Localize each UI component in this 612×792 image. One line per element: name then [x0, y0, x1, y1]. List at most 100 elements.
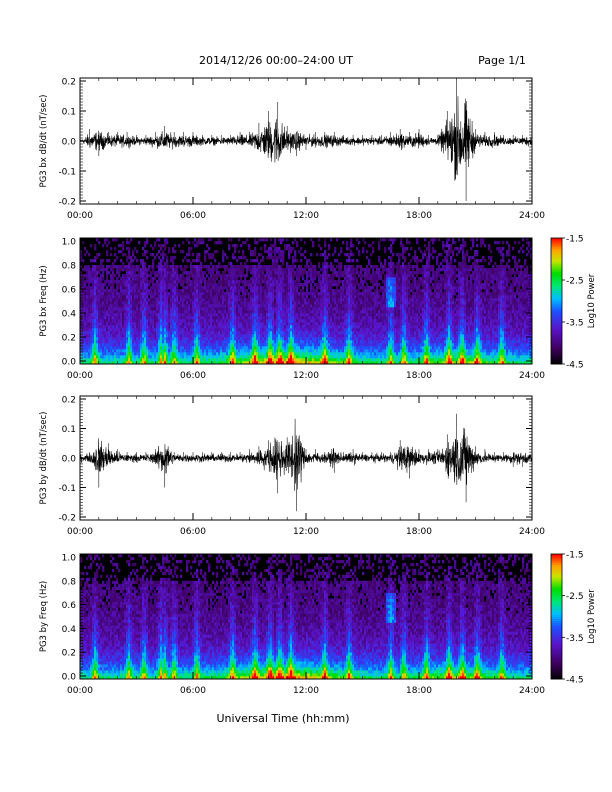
heatmap-cell [238, 346, 241, 350]
heatmap-cell [320, 355, 323, 359]
heatmap-cell [108, 325, 111, 329]
heatmap-cell [236, 301, 239, 305]
heatmap-cell [218, 331, 221, 335]
heatmap-cell [340, 271, 343, 275]
heatmap-cell [308, 322, 311, 326]
heatmap-cell [232, 313, 235, 317]
heatmap-cell [192, 301, 195, 305]
heatmap-cell [172, 268, 175, 272]
heatmap-cell [310, 316, 313, 320]
heatmap-cell [338, 262, 341, 266]
heatmap-cell [258, 268, 261, 272]
heatmap-cell [208, 361, 211, 365]
heatmap-cell [346, 271, 349, 275]
heatmap-cell [262, 352, 265, 356]
heatmap-cell [280, 259, 283, 263]
heatmap-cell [236, 274, 239, 278]
heatmap-cell [142, 319, 145, 323]
heatmap-cell [174, 256, 177, 260]
heatmap-cell [182, 304, 185, 308]
heatmap-cell [82, 340, 85, 344]
heatmap-cell [182, 322, 185, 326]
heatmap-cell [274, 355, 277, 359]
heatmap-cell [166, 286, 169, 290]
heatmap-cell [224, 361, 227, 365]
heatmap-cell [134, 361, 137, 365]
heatmap-cell [316, 337, 319, 341]
heatmap-cell [154, 355, 157, 359]
heatmap-cell [270, 292, 273, 296]
heatmap-cell [320, 316, 323, 320]
heatmap-cell [144, 262, 147, 266]
heatmap-cell [250, 358, 253, 362]
heatmap-cell [348, 256, 351, 260]
heatmap-cell [278, 331, 281, 335]
heatmap-cell [192, 352, 195, 356]
heatmap-cell [332, 310, 335, 314]
heatmap-cell [246, 304, 249, 308]
heatmap-cell [168, 355, 171, 359]
heatmap-cell [132, 349, 135, 353]
heatmap-cell [114, 337, 117, 341]
heatmap-cell [280, 361, 283, 365]
heatmap-cell [334, 343, 337, 347]
heatmap-cell [90, 313, 93, 317]
heatmap-cell [120, 334, 123, 338]
heatmap-cell [216, 283, 219, 287]
heatmap-cell [292, 256, 295, 260]
heatmap-cell [82, 280, 85, 284]
heatmap-cell [286, 280, 289, 284]
heatmap-cell [158, 310, 161, 314]
heatmap-cell [260, 292, 263, 296]
heatmap-cell [246, 337, 249, 341]
heatmap-cell [198, 361, 201, 365]
heatmap-cell [128, 298, 131, 302]
heatmap-cell [94, 331, 97, 335]
heatmap-cell [158, 256, 161, 260]
heatmap-cell [132, 298, 135, 302]
heatmap-cell [198, 298, 201, 302]
heatmap-cell [348, 271, 351, 275]
heatmap-cell [96, 343, 99, 347]
heatmap-cell [256, 256, 259, 260]
heatmap-cell [110, 277, 113, 281]
heatmap-cell [140, 325, 143, 329]
heatmap-cell [302, 340, 305, 344]
heatmap-cell [162, 319, 165, 323]
heatmap-cell [312, 268, 315, 272]
heatmap-cell [238, 238, 241, 242]
heatmap-cell [128, 286, 131, 290]
heatmap-cell [130, 313, 133, 317]
heatmap-cell [176, 313, 179, 317]
heatmap-cell [304, 319, 307, 323]
heatmap-cell [154, 358, 157, 362]
heatmap-cell [198, 277, 201, 281]
heatmap-cell [344, 346, 347, 350]
heatmap-cell [272, 268, 275, 272]
heatmap-cell [242, 319, 245, 323]
heatmap-cell [162, 283, 165, 287]
heatmap-cell [82, 295, 85, 299]
heatmap-cell [120, 313, 123, 317]
heatmap-cell [182, 328, 185, 332]
heatmap-cell [202, 280, 205, 284]
heatmap-cell [204, 280, 207, 284]
heatmap-cell [302, 325, 305, 329]
heatmap-cell [310, 319, 313, 323]
heatmap-cell [324, 259, 327, 263]
heatmap-cell [258, 292, 261, 296]
heatmap-cell [274, 265, 277, 269]
heatmap-cell [200, 349, 203, 353]
heatmap-cell [100, 334, 103, 338]
heatmap-cell [88, 280, 91, 284]
heatmap-cell [260, 274, 263, 278]
heatmap-cell [166, 262, 169, 266]
heatmap-cell [114, 322, 117, 326]
heatmap-cell [228, 238, 231, 242]
heatmap-cell [112, 340, 115, 344]
heatmap-cell [274, 298, 277, 302]
heatmap-cell [248, 322, 251, 326]
heatmap-cell [310, 340, 313, 344]
heatmap-cell [340, 301, 343, 305]
heatmap-cell [156, 304, 159, 308]
